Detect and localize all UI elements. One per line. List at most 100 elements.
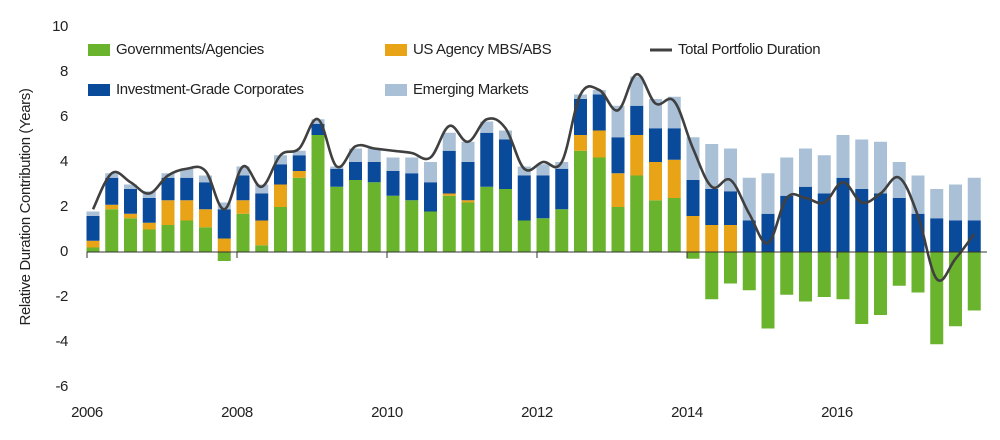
bar-segment [855,252,869,324]
bar-segment [367,182,381,252]
bar-segment [536,164,550,176]
bar-segment [667,128,681,160]
bar-segment [911,175,925,214]
y-tick-label: -2 [55,288,68,305]
bar-segment [949,252,962,327]
legend-label: Emerging Markets [413,81,528,98]
bar-segment [255,184,269,194]
bar-segment [367,162,381,183]
bar-segment [780,195,794,252]
bar-segment [592,90,606,95]
bar-segment [649,200,662,252]
bar-segment [330,186,344,252]
bar-segment [686,216,700,252]
bar-segment [667,159,681,198]
bar-segment [217,252,231,261]
total-line [91,72,976,282]
bar-segment [499,130,512,140]
bar-segment [142,229,156,252]
bar-segment [386,195,400,252]
bar-segment [311,135,325,252]
y-tick-label: 8 [60,63,68,80]
bar-segment [536,218,550,252]
bar-segment [105,204,119,210]
bar-segment [555,168,569,210]
bar-segment [255,220,269,246]
bar-segment [124,218,137,252]
bar-segment [405,173,419,201]
bar-segment [686,137,700,180]
bar-segment [780,252,794,295]
bar-segment [236,166,250,176]
legend-label: Investment-Grade Corporates [116,81,304,98]
bar-segment [686,252,700,259]
bar-segment [630,175,644,252]
bar-segment [217,202,231,210]
y-tick-label: 6 [60,108,68,125]
bar-segment [124,213,137,219]
bar-segment [142,198,156,223]
bar-segment [292,150,306,156]
bar-segment [686,180,700,216]
bar-segment [386,171,400,196]
bar-segment [517,175,531,221]
bar-segment [724,225,737,252]
bar-segment [292,171,306,178]
bar-segment [386,157,400,171]
bar-segment [405,157,419,174]
bar-segment [217,238,231,252]
bar-segment [105,173,119,178]
bar-segment [630,135,644,176]
bar-segment [442,150,456,194]
bar-segment [292,177,306,252]
bar-segment [967,177,981,221]
legend-swatch [385,44,407,56]
bar-segment [574,150,587,252]
bar-segment [349,162,362,180]
y-tick-label: 0 [60,243,68,260]
bar-segment [799,252,812,302]
bar-segment [86,216,100,241]
bar-segment [424,211,437,252]
x-tick-label: 2006 [71,404,103,421]
bar-segment [892,252,906,286]
bar-segment [855,139,869,189]
bar-segment [142,222,156,230]
bar-segment [705,189,719,225]
bar-segment [930,189,944,219]
bar-segment [480,186,494,252]
bar-segment [461,162,475,201]
bar-segment [255,193,269,221]
bar-segment [705,252,719,300]
bar-segment [874,141,887,194]
y-tick-label: 2 [60,198,68,215]
bar-segment [274,155,287,165]
bar-segment [742,220,756,252]
bar-segment [292,155,306,171]
bar-segment [592,130,606,158]
bar-segment [311,119,325,124]
bar-segment [86,240,100,248]
bar-segment [349,180,362,252]
y-tick-label: 4 [60,153,68,170]
bar-segment [236,200,250,214]
bar-segment [649,128,662,162]
bar-segment [892,162,906,198]
bar-segment [517,166,531,176]
bar-segment [236,175,250,201]
bar-segment [930,218,944,252]
bar-segment [199,209,212,228]
bar-segment [442,195,456,252]
bar-segment [892,198,906,252]
bar-segment [780,157,794,196]
bar-segment [217,209,231,239]
bar-segment [592,157,606,252]
bar-segment [967,220,981,252]
x-tick-label: 2014 [671,404,703,421]
bar-segment [180,220,194,252]
bar-segment [424,182,437,212]
y-axis-label: Relative Duration Contribution (Years) [17,88,34,325]
bar-segment [949,184,962,221]
bar-segment [555,162,569,169]
